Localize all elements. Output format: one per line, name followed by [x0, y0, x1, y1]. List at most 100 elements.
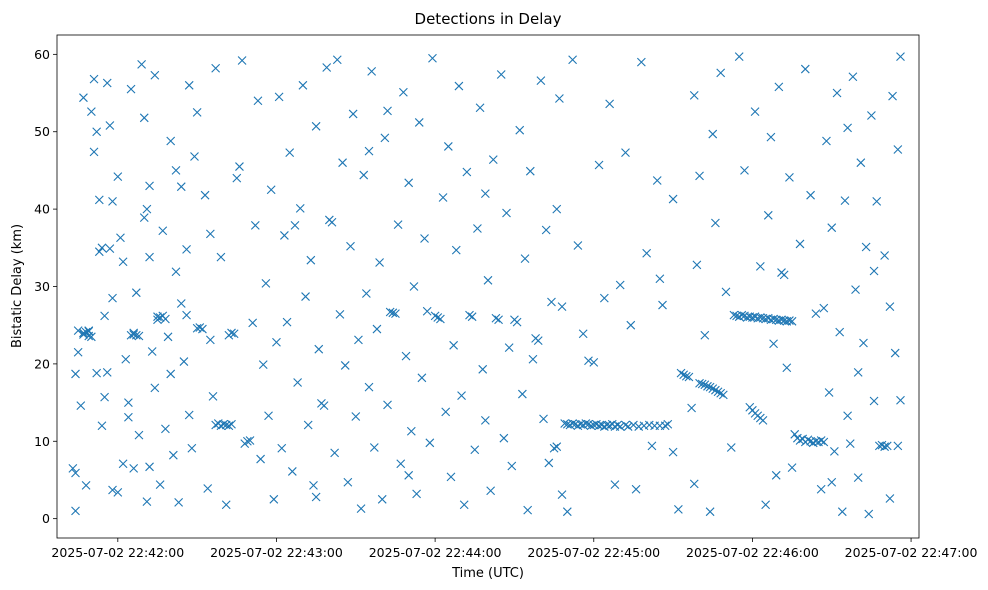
data-point — [200, 190, 210, 200]
data-point — [319, 401, 329, 411]
data-point — [573, 241, 583, 250]
data-point — [145, 462, 154, 472]
plot-area — [57, 35, 919, 538]
data-point — [340, 361, 350, 370]
data-point — [113, 487, 123, 497]
data-point — [785, 172, 794, 182]
data-point — [171, 267, 181, 277]
data-point — [711, 218, 720, 228]
data-point — [261, 279, 271, 288]
data-point — [896, 52, 905, 62]
x-axis-label: Time (UTC) — [451, 566, 524, 581]
data-point — [882, 441, 892, 451]
data-point — [843, 411, 852, 421]
data-point — [705, 382, 715, 392]
data-point — [68, 463, 78, 473]
data-point — [853, 368, 863, 377]
data-point — [108, 293, 117, 303]
data-point — [145, 252, 154, 262]
chart-title: Detections in Delay — [415, 10, 562, 28]
data-point — [285, 148, 295, 158]
data-point — [327, 217, 337, 227]
data-point — [356, 504, 366, 513]
data-point — [280, 231, 289, 240]
data-point — [660, 421, 670, 431]
data-point — [237, 56, 247, 65]
data-point — [377, 494, 387, 504]
data-point — [184, 410, 194, 420]
data-point — [89, 147, 99, 157]
data-point — [726, 443, 736, 452]
data-point — [229, 329, 239, 339]
data-point — [755, 313, 765, 322]
data-point — [258, 360, 268, 370]
data-point — [515, 125, 525, 135]
data-point — [245, 436, 255, 445]
data-point — [393, 220, 403, 229]
data-point — [673, 504, 683, 514]
data-point — [332, 55, 342, 65]
data-point — [97, 421, 107, 431]
data-point — [100, 392, 109, 402]
data-point — [721, 287, 731, 297]
data-point — [613, 420, 622, 430]
data-point — [105, 244, 115, 253]
data-point — [861, 242, 871, 252]
data-point — [803, 435, 813, 445]
data-point — [499, 433, 509, 443]
data-point — [205, 229, 215, 239]
data-point — [303, 420, 313, 430]
data-point — [552, 204, 562, 214]
data-point — [92, 127, 102, 137]
data-point — [346, 241, 355, 251]
data-point — [198, 324, 207, 334]
data-point — [401, 351, 411, 361]
data-point — [364, 146, 374, 156]
data-point — [256, 454, 265, 464]
data-point — [779, 270, 789, 280]
data-point — [126, 84, 136, 94]
data-point — [179, 357, 189, 366]
data-point — [391, 309, 400, 318]
data-point — [309, 480, 318, 490]
data-point — [124, 398, 133, 407]
data-point — [176, 182, 186, 192]
data-point — [689, 90, 699, 100]
x-tick-label: 2025-07-02 22:46:00 — [686, 545, 819, 560]
data-point — [824, 388, 834, 397]
data-point — [716, 68, 726, 78]
data-point — [451, 245, 461, 255]
data-point — [872, 196, 882, 206]
data-point — [330, 448, 340, 458]
data-point — [287, 467, 297, 476]
data-point — [520, 254, 530, 264]
data-point — [652, 176, 662, 185]
data-point — [885, 494, 895, 503]
data-point — [335, 309, 345, 319]
data-point — [713, 387, 723, 397]
data-point — [771, 470, 781, 480]
data-point — [227, 328, 236, 338]
data-point — [631, 484, 641, 494]
data-point — [134, 331, 144, 341]
data-point — [108, 485, 117, 495]
data-point — [819, 303, 829, 313]
data-point — [412, 489, 421, 499]
data-point — [232, 173, 242, 183]
data-point — [679, 370, 689, 380]
data-point — [406, 426, 416, 436]
data-point — [414, 118, 424, 127]
data-point — [655, 274, 665, 284]
data-point — [79, 93, 88, 103]
data-point — [708, 129, 718, 139]
data-point — [443, 142, 453, 151]
data-point — [769, 314, 778, 324]
data-point — [216, 252, 226, 262]
data-point — [835, 327, 845, 337]
data-point — [647, 441, 657, 451]
data-point — [301, 292, 310, 301]
data-point — [769, 339, 778, 349]
data-point — [700, 380, 710, 390]
y-tick-label: 0 — [42, 511, 50, 526]
